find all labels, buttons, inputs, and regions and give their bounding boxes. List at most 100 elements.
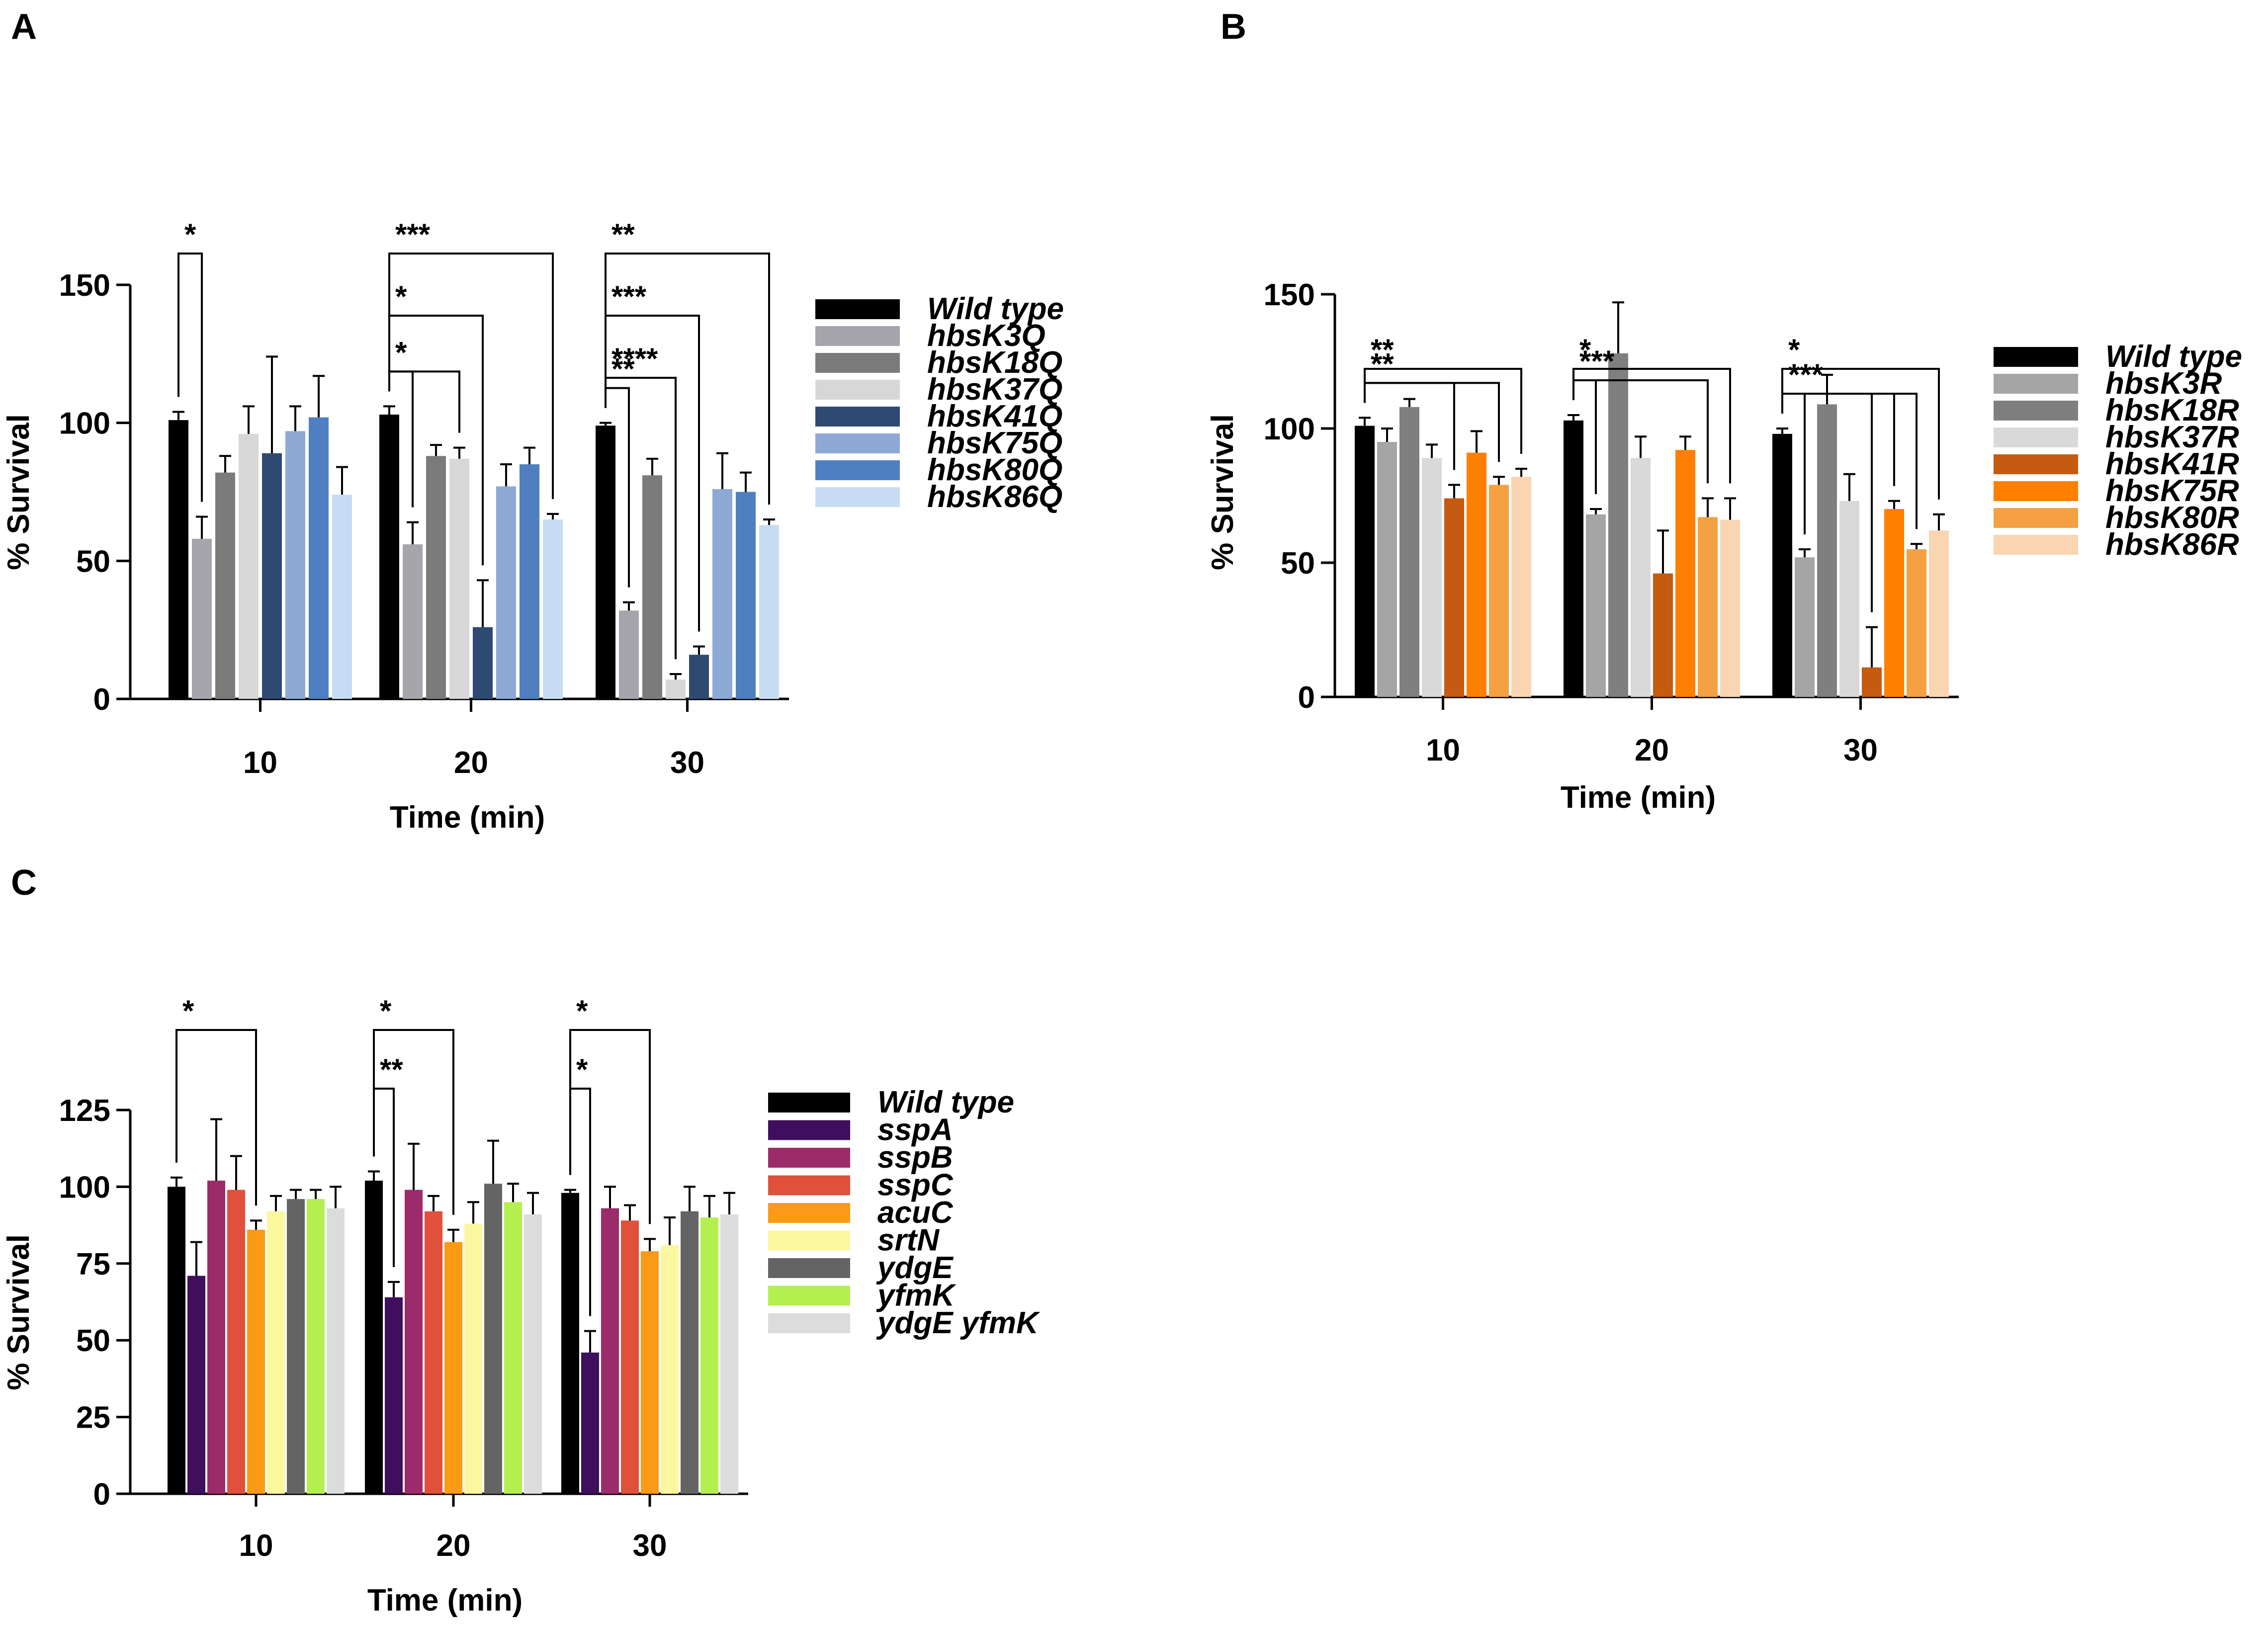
significance-label: * [1788, 333, 1800, 366]
bar [247, 1229, 265, 1494]
bar [444, 1242, 462, 1494]
bar [1720, 519, 1740, 697]
significance-label: *** [395, 218, 431, 251]
legend-label: hbsK80Q [927, 453, 1062, 487]
significance-label: * [184, 218, 196, 251]
bar [1653, 573, 1673, 697]
y-axis-title: % Survival [1, 1234, 36, 1390]
bar [309, 417, 329, 699]
panel-letter: C [11, 863, 37, 903]
significance-bracket [605, 377, 677, 660]
legend-label: srtN [877, 1223, 940, 1258]
significance-label: ** [1788, 358, 1812, 391]
bar [262, 453, 282, 699]
significance-bracket [1781, 393, 1895, 486]
significance-bracket [388, 315, 484, 566]
y-tick-label: 100 [1264, 412, 1315, 446]
bar [720, 1214, 738, 1494]
significance-label: *** [1579, 344, 1615, 378]
significance-bracket [388, 370, 414, 508]
significance-label: * [395, 336, 407, 369]
x-tick-label: 30 [670, 746, 704, 780]
bar [1862, 667, 1882, 697]
significance-label: **** [611, 342, 658, 375]
bar [712, 489, 732, 699]
legend-label: Wild type [927, 292, 1064, 326]
legend-label: sspC [877, 1168, 954, 1202]
bar [581, 1352, 599, 1494]
panel-letter: A [11, 7, 37, 47]
bar [596, 426, 615, 699]
significance-label: *** [611, 280, 647, 313]
legend-swatch [768, 1285, 850, 1306]
x-axis-title: Time (min) [367, 1583, 523, 1618]
significance-bracket [177, 253, 203, 502]
legend-swatch [815, 353, 900, 373]
bar [1675, 450, 1695, 697]
significance-bracket [1364, 382, 1455, 470]
bar [621, 1220, 639, 1494]
bar [496, 486, 516, 699]
bar [169, 420, 188, 699]
bar [307, 1199, 325, 1494]
legend-swatch [1994, 535, 2078, 555]
legend-swatch [815, 299, 900, 319]
significance-label: * [395, 336, 407, 369]
legend-swatch [1994, 347, 2078, 367]
legend-swatch [768, 1230, 850, 1251]
bar [227, 1190, 245, 1494]
legend-swatch [768, 1258, 850, 1278]
bar [1422, 458, 1442, 697]
legend-swatch [768, 1148, 850, 1168]
significance-bracket [1572, 379, 1597, 494]
bar [1377, 442, 1397, 697]
bar [1399, 407, 1419, 697]
legend-swatch [1994, 454, 2078, 474]
legend-swatch [768, 1093, 850, 1112]
bar [1698, 517, 1718, 697]
bar [759, 525, 779, 699]
y-tick-label: 0 [93, 683, 110, 717]
significance-label: * [380, 994, 392, 1027]
bar [403, 544, 423, 699]
y-tick-label: 100 [59, 407, 110, 441]
bar [464, 1223, 482, 1494]
bar [1511, 477, 1531, 697]
bar [1444, 498, 1464, 697]
bar [215, 472, 235, 699]
legend-label: hbsK86R [2105, 527, 2239, 562]
bar [504, 1202, 522, 1494]
bar [1586, 514, 1606, 697]
significance-bracket [605, 387, 630, 588]
bar [1489, 485, 1509, 697]
legend-label: yfmK [876, 1279, 957, 1313]
legend-label: hbsK86Q [927, 480, 1062, 514]
y-tick-label: 100 [59, 1170, 110, 1204]
bar [287, 1199, 305, 1494]
legend-label: ydgE yfmK [876, 1306, 1041, 1340]
legend-swatch [768, 1175, 850, 1196]
x-tick-label: 10 [239, 1529, 273, 1563]
bar [689, 655, 709, 699]
y-tick-label: 25 [76, 1401, 110, 1435]
panel-letter: B [1221, 7, 1246, 47]
legend-swatch [815, 460, 900, 480]
y-tick-label: 50 [76, 1324, 110, 1358]
legend-swatch [1994, 508, 2078, 528]
bar [1795, 557, 1815, 697]
bar [426, 456, 446, 699]
bar [1817, 404, 1837, 697]
x-tick-label: 10 [243, 746, 277, 780]
bar [187, 1276, 205, 1494]
bar [449, 458, 469, 699]
bar [332, 495, 352, 699]
x-tick-label: 20 [454, 746, 488, 780]
bar [365, 1181, 383, 1494]
legend-label: hbsK80R [2105, 501, 2239, 535]
bar [642, 475, 662, 699]
significance-bracket [388, 370, 460, 433]
legend-label: sspB [877, 1140, 953, 1175]
bar [379, 415, 399, 699]
legend-label: hbsK75Q [927, 426, 1062, 460]
